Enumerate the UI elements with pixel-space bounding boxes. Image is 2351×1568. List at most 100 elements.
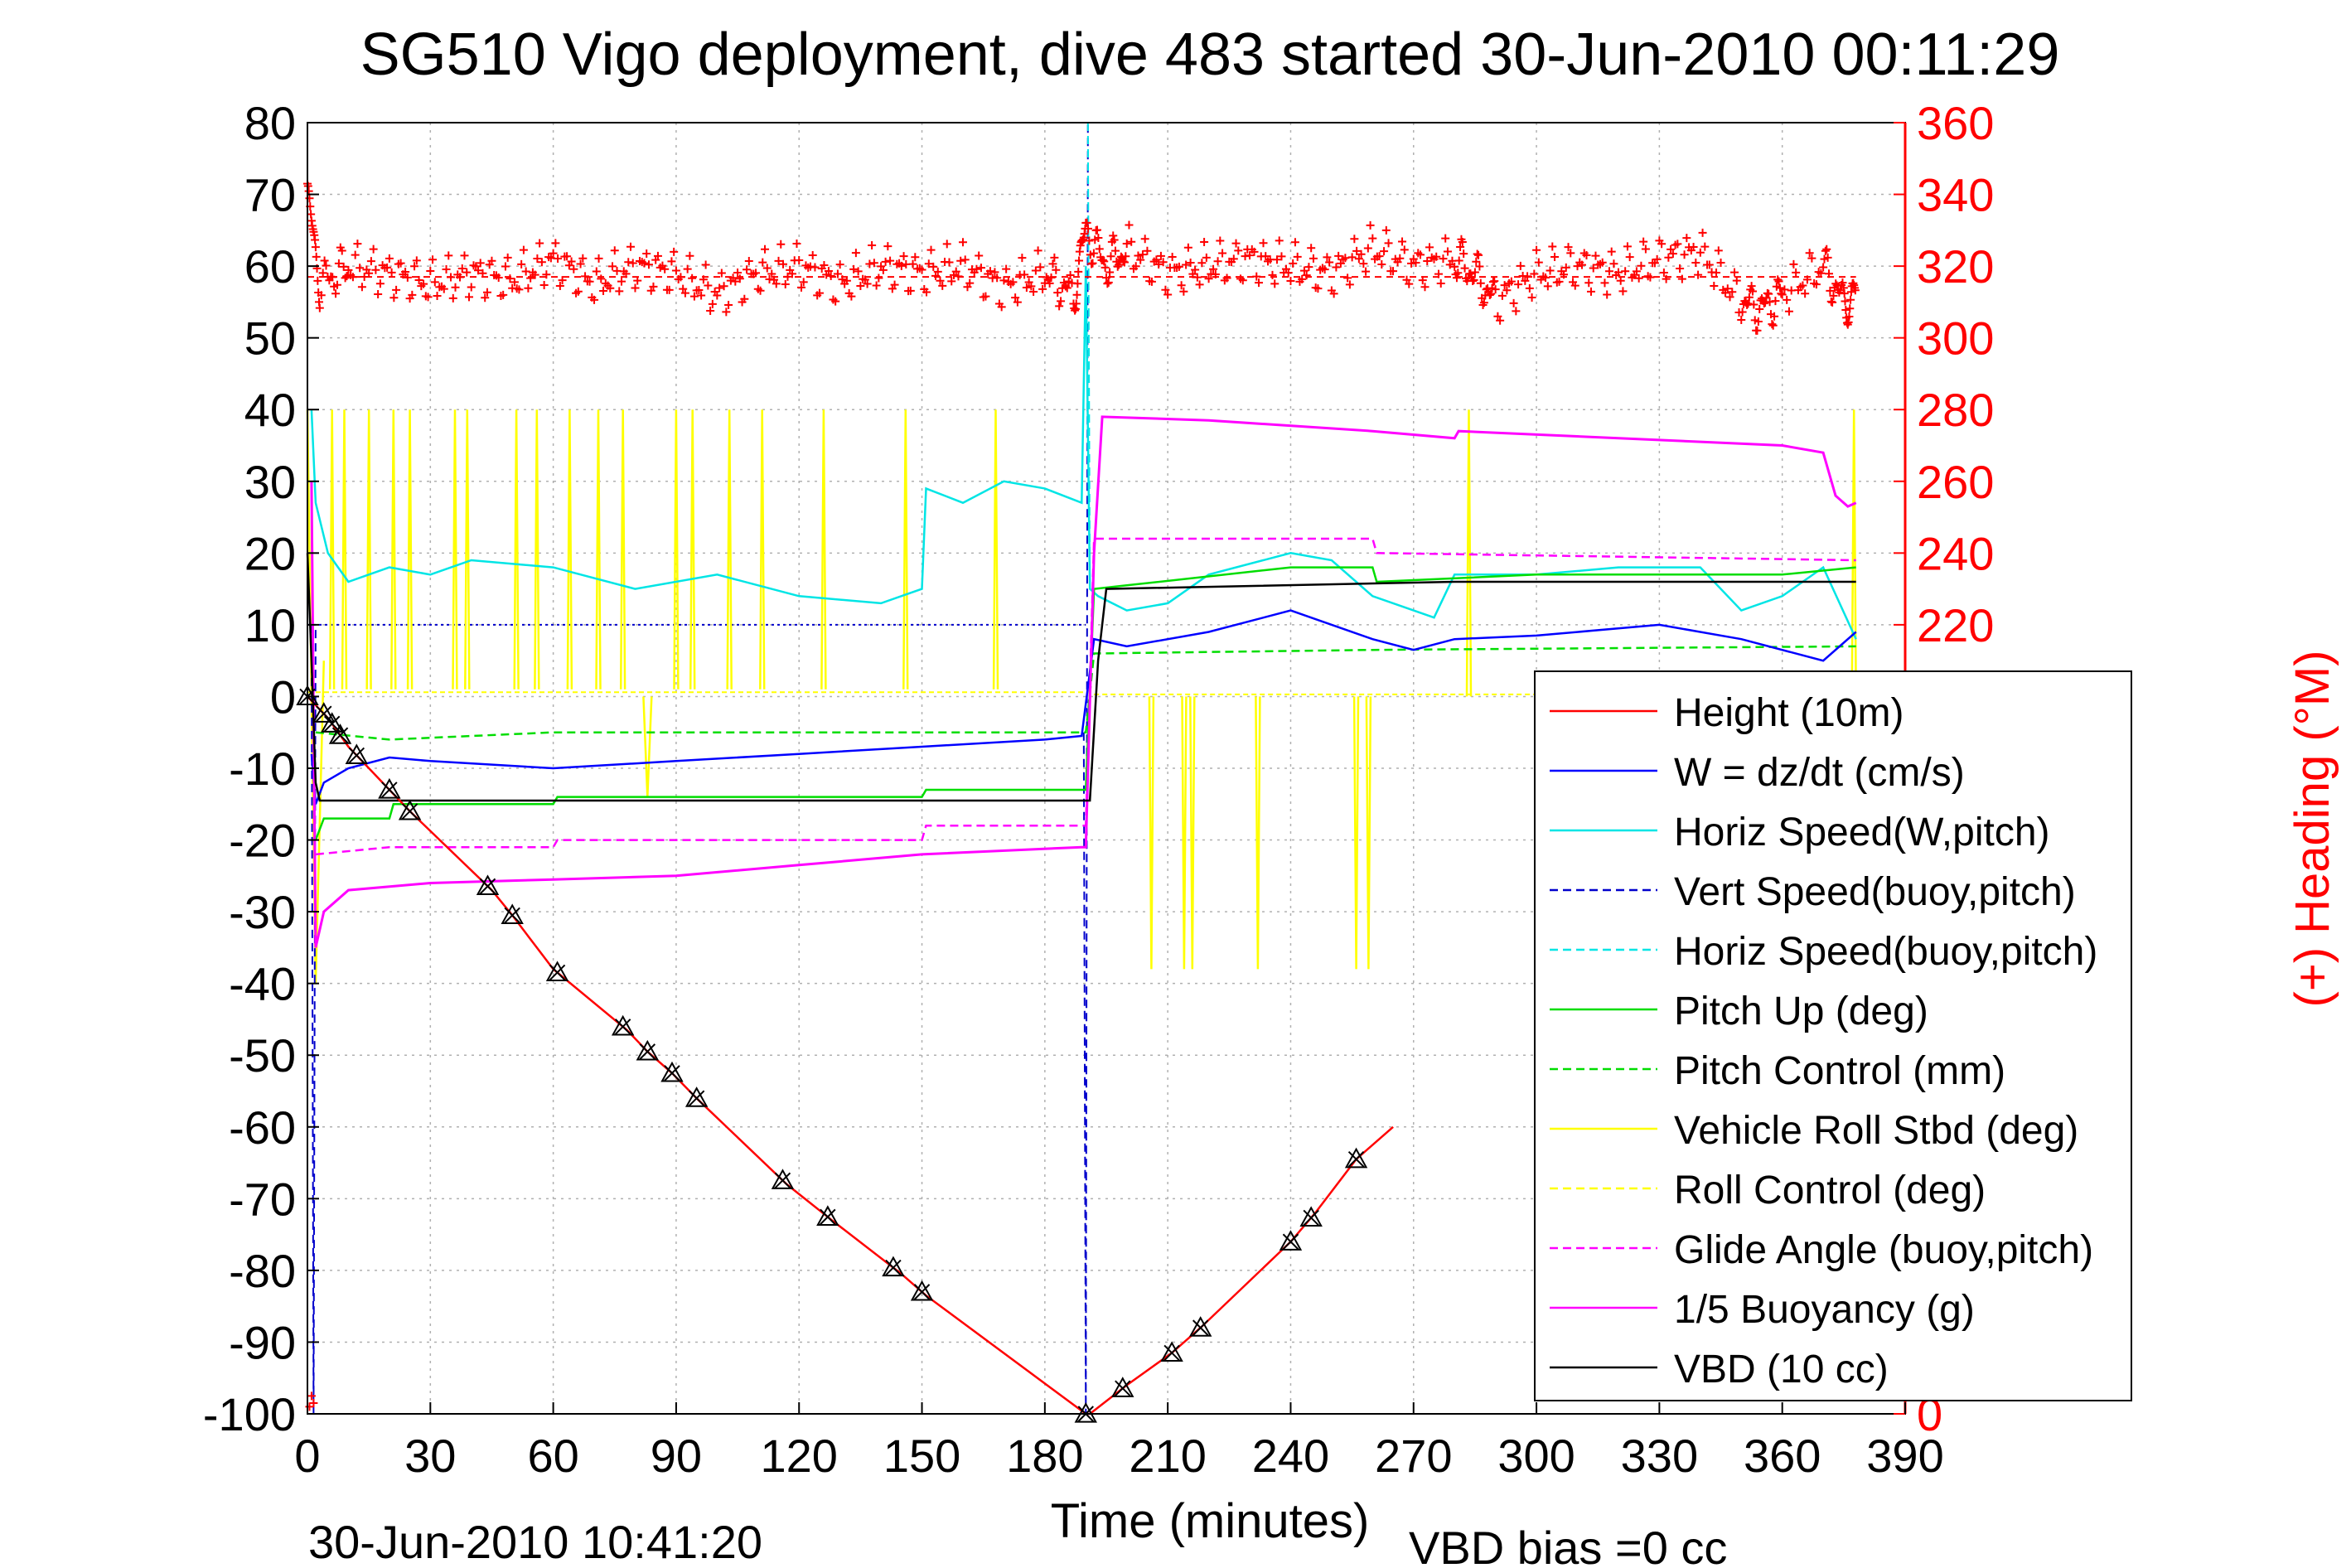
heading-point [1759, 299, 1768, 308]
heading-point [412, 256, 421, 265]
heading-point [1774, 277, 1783, 286]
heading-point [847, 292, 856, 301]
heading-point [365, 269, 374, 278]
heading-point [1578, 260, 1587, 269]
y-tick-label: -10 [229, 743, 296, 795]
heading-point [761, 244, 770, 254]
heading-point [1131, 262, 1140, 271]
y2-tick-label: 240 [1917, 527, 1994, 579]
heading-point [1084, 224, 1093, 233]
heading-point [1381, 225, 1391, 235]
x-tick-label: 360 [1744, 1430, 1821, 1482]
sample-marker-x [1163, 1344, 1180, 1362]
heading-point [1555, 277, 1564, 286]
roll-spike-down [1189, 696, 1196, 970]
heading-point [1744, 299, 1753, 308]
heading-point [820, 261, 829, 270]
heading-point [740, 294, 749, 303]
heading-point [688, 273, 697, 283]
heading-point [563, 252, 572, 261]
heading-point [1031, 266, 1040, 275]
heading-point [851, 249, 860, 258]
heading-point [1770, 312, 1779, 321]
sample-marker-triangle [882, 1256, 905, 1277]
heading-point [694, 286, 704, 295]
heading-point [1259, 239, 1268, 248]
heading-point [1459, 249, 1468, 259]
heading-point [1009, 278, 1018, 287]
y-tick-label: 60 [244, 240, 296, 293]
heading-point [833, 269, 842, 278]
heading-point [824, 267, 833, 276]
heading-point [1582, 250, 1591, 259]
heading-point [599, 287, 608, 296]
heading-point [1147, 277, 1156, 286]
heading-point [1061, 282, 1070, 291]
heading-point [494, 273, 503, 283]
heading-point [1840, 289, 1849, 298]
heading-point [1011, 293, 1020, 302]
heading-point [1299, 266, 1309, 275]
heading-point [1723, 284, 1732, 293]
heading-point [708, 299, 717, 308]
heading-point [933, 267, 942, 276]
heading-point [1700, 242, 1710, 251]
heading-point [1284, 269, 1293, 278]
heading-point [863, 279, 872, 288]
heading-point [311, 243, 320, 252]
y-tick-label: -90 [229, 1316, 296, 1368]
heading-point [351, 250, 360, 259]
heading-point [899, 252, 908, 261]
heading-point [578, 254, 588, 263]
sample-marker-x [331, 727, 349, 743]
heading-point [1029, 287, 1038, 296]
heading-point [997, 302, 1006, 312]
roll-spike [726, 409, 733, 690]
sample-marker-x [1282, 1233, 1299, 1250]
x-tick-label: 120 [761, 1430, 838, 1482]
heading-point [1159, 258, 1168, 267]
sample-marker-x [885, 1259, 902, 1276]
heading-point [1122, 240, 1131, 249]
heading-point [1764, 289, 1773, 298]
heading-point [958, 238, 967, 247]
heading-point [1841, 297, 1850, 306]
heading-point [1454, 256, 1463, 265]
heading-point [322, 261, 331, 270]
heading-point [1802, 275, 1812, 284]
heading-point [1485, 290, 1494, 299]
heading-point [1466, 269, 1475, 278]
heading-point [1038, 284, 1047, 293]
heading-point [313, 276, 322, 285]
heading-point [1487, 289, 1496, 298]
heading-point [1812, 280, 1821, 289]
heading-point [1213, 257, 1222, 266]
heading-point [1057, 297, 1066, 306]
heading-point [1500, 281, 1509, 290]
heading-point [1792, 268, 1801, 277]
heading-point [1347, 253, 1357, 262]
heading-point [1652, 254, 1662, 264]
heading-point [1826, 286, 1835, 295]
heading-point [1826, 297, 1836, 306]
heading-point [1359, 259, 1368, 269]
roll-spike [464, 409, 471, 690]
heading-point [649, 282, 658, 291]
heading-point [462, 268, 472, 277]
heading-point [735, 274, 744, 283]
heading-point [1134, 251, 1143, 260]
heading-point [1621, 267, 1630, 276]
heading-point [1659, 268, 1668, 277]
heading-point [908, 259, 917, 269]
y-tick-label: 40 [244, 384, 296, 436]
heading-point [1186, 259, 1195, 268]
heading-point [1320, 265, 1329, 274]
heading-point [467, 283, 476, 292]
x-axis: 0 30 60 90 120 150 180 210 240 270 300 330 360 390 [294, 1402, 1944, 1482]
heading-point [1819, 263, 1828, 272]
roll-spike [341, 409, 348, 690]
heading-point [366, 257, 375, 266]
heading-point [339, 262, 348, 271]
heading-point [1472, 257, 1481, 266]
